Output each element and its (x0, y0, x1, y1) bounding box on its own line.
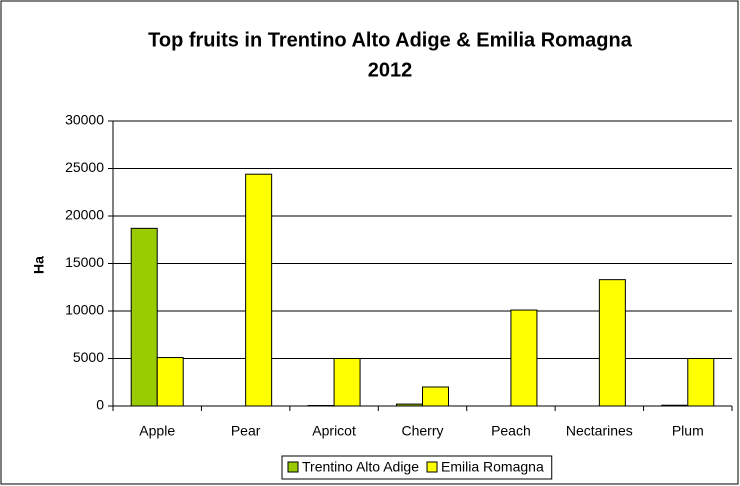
bar (510, 309, 538, 407)
x-tick-label: Apple (139, 423, 175, 439)
y-tick-label: 10000 (65, 302, 104, 318)
bar (130, 227, 158, 407)
y-tick-label: 25000 (65, 159, 104, 175)
legend-box (281, 455, 553, 480)
x-tick-label: Cherry (401, 423, 443, 439)
chart-title: Top fruits in Trentino Alto Adige & Emil… (148, 29, 633, 51)
legend-swatch (287, 461, 299, 473)
chart-title: 2012 (368, 59, 413, 81)
y-tick-label: 20000 (65, 207, 104, 223)
x-tick-label: Peach (491, 423, 531, 439)
legend-swatch (426, 461, 438, 473)
x-tick-label: Plum (672, 423, 704, 439)
x-tick-label: Apricot (312, 423, 356, 439)
bar (245, 173, 273, 407)
legend-label: Emilia Romagna (441, 459, 544, 475)
y-tick-label: 0 (96, 397, 104, 413)
bar (598, 279, 626, 407)
bar (333, 358, 361, 407)
y-axis-label: Ha (31, 256, 47, 274)
bar (422, 386, 449, 407)
x-tick-label: Pear (231, 423, 261, 439)
bar (156, 357, 184, 407)
x-tick-label: Nectarines (566, 423, 633, 439)
y-tick-label: 5000 (73, 349, 104, 365)
y-tick-label: 15000 (65, 254, 104, 270)
legend-label: Trentino Alto Adige (302, 459, 419, 475)
bar (687, 358, 715, 407)
y-tick-label: 30000 (65, 112, 104, 128)
